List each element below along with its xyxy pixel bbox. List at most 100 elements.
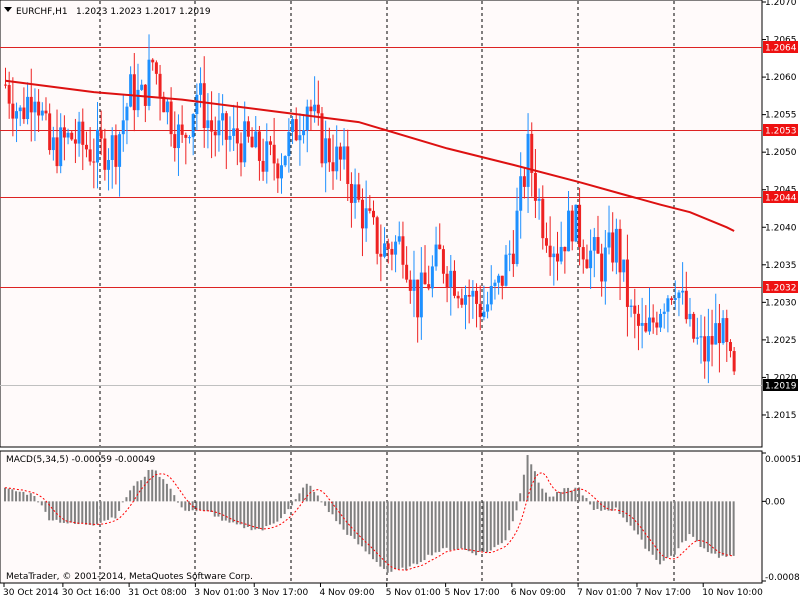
macd-bar — [401, 501, 404, 568]
candle-body — [508, 253, 512, 255]
candle-body — [611, 232, 615, 263]
macd-bar — [508, 501, 511, 531]
macd-bar — [372, 501, 374, 560]
macd-bar — [103, 501, 106, 521]
candle-body — [449, 270, 453, 288]
macd-bar — [688, 501, 691, 535]
price-tick-label: 1.2035 — [765, 261, 797, 271]
candle-body — [519, 176, 523, 211]
macd-bar — [81, 501, 84, 524]
candle-body — [15, 111, 19, 119]
time-tick-label: 3 Nov 01:00 — [194, 588, 249, 598]
candle-body — [397, 236, 401, 242]
macd-bar — [206, 501, 209, 512]
time-tick-label: 4 Nov 09:00 — [319, 588, 374, 598]
macd-bar — [522, 474, 525, 502]
macd-bar — [467, 501, 470, 552]
macd-bar — [33, 496, 36, 502]
candle-body — [412, 279, 416, 291]
macd-bar — [228, 501, 231, 523]
candle-body — [239, 143, 243, 163]
macd-bar — [567, 487, 570, 502]
macd-bar — [556, 491, 558, 502]
candle-body — [600, 253, 604, 282]
macd-bar — [504, 501, 507, 541]
macd-bar — [287, 501, 290, 510]
candle-body — [357, 184, 361, 200]
candle-body — [287, 131, 291, 157]
candle-body — [11, 103, 15, 119]
candle-body — [162, 96, 166, 113]
candle-body — [578, 204, 582, 248]
price-tick-label: 1.2055 — [765, 111, 797, 121]
macd-bar — [670, 501, 673, 556]
candle-body — [18, 107, 22, 112]
candles — [4, 34, 736, 384]
time-tick-label: 30 Oct 2014 — [3, 588, 59, 598]
dropdown-triangle-icon[interactable] — [4, 7, 12, 12]
candle-body — [563, 246, 567, 252]
macd-bar — [552, 496, 555, 502]
ohlc-label: 1.2023 1.2023 1.2017 1.2019 — [76, 7, 211, 17]
candle-body — [475, 290, 479, 304]
macd-bar — [176, 501, 179, 503]
candle-body — [596, 237, 600, 254]
macd-bar — [578, 487, 581, 502]
macd-bar — [15, 491, 18, 502]
candle-body — [246, 121, 250, 137]
candle-body — [110, 135, 114, 160]
candle-body — [648, 317, 651, 332]
macd-signal-line — [4, 472, 734, 571]
candle-body — [221, 113, 225, 121]
candle-body — [257, 131, 261, 161]
macd-bar — [394, 501, 397, 570]
candle-body — [452, 270, 456, 296]
candle-body — [629, 305, 633, 307]
macd-bar — [434, 501, 437, 553]
macd-bar — [331, 501, 334, 515]
candle-body — [441, 249, 445, 274]
macd-bar — [438, 501, 441, 552]
price-tick-label: 1.2045 — [765, 186, 797, 196]
macd-bar — [40, 501, 43, 506]
candle-body — [151, 59, 155, 63]
time-tick-label: 30 Oct 16:00 — [62, 588, 121, 598]
candle-body — [486, 304, 490, 312]
macd-bar — [622, 501, 625, 518]
candle-body — [320, 113, 324, 164]
candle-body — [622, 259, 626, 273]
macd-bar — [55, 501, 58, 520]
vertical-grid — [99, 1, 675, 582]
macd-bar — [659, 501, 662, 565]
macd-bar — [360, 501, 363, 547]
macd-bar — [11, 489, 14, 502]
macd-bar — [651, 501, 654, 555]
macd-bar — [143, 476, 146, 502]
candle-body — [22, 107, 26, 120]
macd-bar — [261, 501, 264, 531]
macd-bar — [121, 501, 124, 503]
macd-bar — [162, 479, 165, 502]
candle-body — [48, 113, 52, 151]
candle-body — [721, 318, 725, 344]
macd-bar — [581, 495, 584, 502]
macd-bar — [611, 501, 614, 511]
macd-tick-label: 0.00 — [765, 497, 785, 507]
macd-bar — [173, 495, 176, 502]
macd-bar — [614, 501, 617, 508]
candle-body — [541, 198, 545, 239]
macd-bar — [530, 464, 533, 502]
candle-body — [644, 322, 648, 332]
macd-bar — [48, 501, 51, 521]
macd-bar — [239, 501, 242, 525]
candle-body — [456, 295, 460, 299]
macd-bar — [51, 501, 54, 521]
macd-bar — [493, 501, 496, 548]
macd-indicator-label: MACD(5,34,5) -0.00059 -0.00049 — [6, 455, 156, 465]
macd-bar — [364, 501, 367, 552]
candle-body — [467, 295, 471, 297]
candle-body — [143, 84, 147, 106]
macd-bar — [728, 501, 731, 556]
candle-body — [136, 89, 140, 111]
macd-bar — [88, 501, 91, 525]
